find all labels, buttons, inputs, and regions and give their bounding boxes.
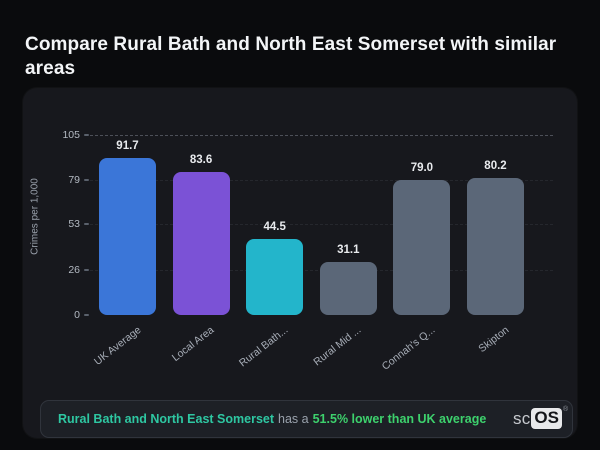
gridline <box>90 135 553 136</box>
callout-connector-text: has a <box>278 412 309 426</box>
bar-Local Area[interactable] <box>172 171 230 315</box>
bar-Rural Mid ...[interactable] <box>319 261 377 315</box>
comparison-summary-callout: Rural Bath and North East Somerset has a… <box>40 400 573 438</box>
x-axis-label: Rural Bath... <box>236 324 291 370</box>
y-tick-label: 53 <box>68 218 80 231</box>
callout-area-name: Rural Bath and North East Somerset <box>58 412 275 426</box>
bar-Skipton[interactable] <box>467 177 524 315</box>
bar-UK Average[interactable] <box>99 157 156 315</box>
logo-prefix: sc <box>513 408 531 428</box>
crime-comparison-chart-panel: Crimes per 1,000 0 26 53 79 105 91.7 UK Averag… <box>23 88 577 438</box>
bar-value-label: 79.0 <box>410 161 434 174</box>
logo-suffix: OS <box>531 407 562 430</box>
bar-value-label: 83.6 <box>189 153 213 166</box>
bar-value-label: 91.7 <box>116 139 139 152</box>
bar-value-label: 44.5 <box>263 220 286 233</box>
y-tick-label: 26 <box>68 264 80 277</box>
scos-logo: sc OS ® <box>513 405 569 432</box>
x-axis-label: Skipton <box>475 324 511 356</box>
x-axis-label: Connah's Q... <box>379 324 438 373</box>
y-tick-mark <box>84 314 89 316</box>
x-axis-label: Rural Mid ... <box>311 324 364 369</box>
gridline <box>90 224 553 226</box>
registered-trademark-icon: ® <box>562 406 569 413</box>
bar-Connah's Q...[interactable] <box>393 179 451 315</box>
y-tick-mark <box>84 178 89 181</box>
x-axis-label: Local Area <box>169 324 217 365</box>
page-title: Compare Rural Bath and North East Somers… <box>25 33 557 80</box>
y-tick-label: 105 <box>62 129 80 141</box>
bar-value-label: 80.2 <box>484 159 507 172</box>
bar-Rural Bath...[interactable] <box>246 238 304 315</box>
x-axis-label: UK Average <box>91 324 143 368</box>
bar-value-label: 31.1 <box>337 243 360 256</box>
bar-chart-plot-area: Crimes per 1,000 0 26 53 79 105 91.7 UK Averag… <box>23 88 577 438</box>
callout-highlight-text: 51.5% lower than UK average <box>312 412 487 426</box>
y-tick-mark <box>84 134 89 136</box>
y-tick-label: 0 <box>74 309 80 321</box>
y-tick-label: 79 <box>68 173 80 186</box>
y-tick-mark <box>84 223 89 226</box>
gridline <box>90 179 553 181</box>
y-tick-mark <box>84 269 89 272</box>
